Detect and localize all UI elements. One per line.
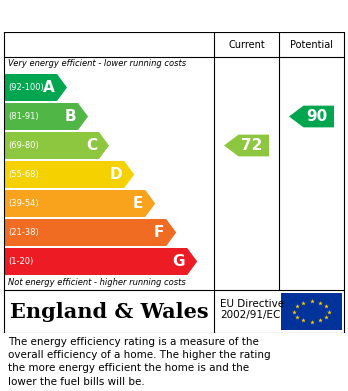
Text: (39-54): (39-54) <box>8 199 39 208</box>
Text: (55-68): (55-68) <box>8 170 39 179</box>
Polygon shape <box>4 74 67 101</box>
Text: Not energy efficient - higher running costs: Not energy efficient - higher running co… <box>8 278 186 287</box>
FancyBboxPatch shape <box>281 293 342 330</box>
Polygon shape <box>4 103 88 130</box>
Text: (21-38): (21-38) <box>8 228 39 237</box>
Polygon shape <box>4 219 176 246</box>
Text: B: B <box>64 109 76 124</box>
Polygon shape <box>4 132 109 159</box>
Polygon shape <box>224 135 269 156</box>
Text: Energy Efficiency Rating: Energy Efficiency Rating <box>10 7 239 25</box>
Text: Very energy efficient - lower running costs: Very energy efficient - lower running co… <box>8 59 186 68</box>
Text: A: A <box>43 80 55 95</box>
Text: Potential: Potential <box>290 39 333 50</box>
Text: (69-80): (69-80) <box>8 141 39 150</box>
Text: (81-91): (81-91) <box>8 112 39 121</box>
Text: C: C <box>86 138 97 153</box>
Polygon shape <box>289 106 334 127</box>
Polygon shape <box>4 248 197 275</box>
Text: 72: 72 <box>241 138 262 153</box>
Polygon shape <box>4 161 134 188</box>
Text: Current: Current <box>228 39 265 50</box>
Text: The energy efficiency rating is a measure of the
overall efficiency of a home. T: The energy efficiency rating is a measur… <box>8 337 271 387</box>
Polygon shape <box>4 190 155 217</box>
Text: G: G <box>173 254 185 269</box>
Text: (92-100): (92-100) <box>8 83 44 92</box>
Text: England & Wales: England & Wales <box>10 301 208 321</box>
Text: (1-20): (1-20) <box>8 257 33 266</box>
Text: EU Directive
2002/91/EC: EU Directive 2002/91/EC <box>220 299 284 320</box>
Text: D: D <box>110 167 122 182</box>
Text: F: F <box>154 225 164 240</box>
Text: E: E <box>133 196 143 211</box>
Text: 90: 90 <box>306 109 327 124</box>
